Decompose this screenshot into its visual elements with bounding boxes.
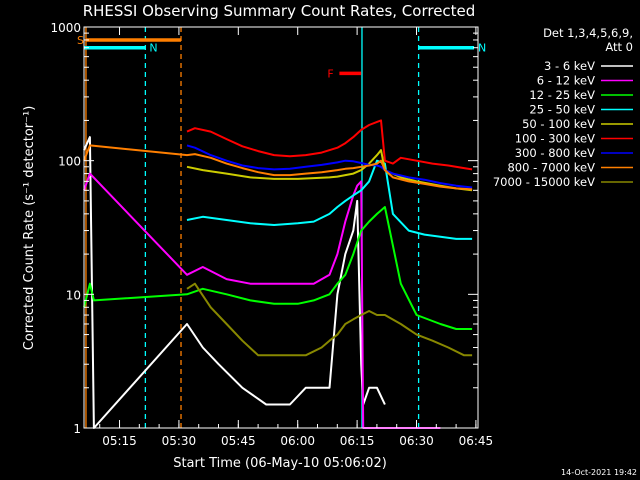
legend-header-line-1: Det 1,3,4,5,6,9,: [543, 26, 633, 40]
y-tick-label-3: 100: [58, 155, 81, 169]
x-tick-label-1: 05:15: [102, 434, 137, 448]
plot-frame: [83, 26, 479, 429]
series-line-5: [186, 149, 473, 192]
flag-label-4: F: [327, 67, 333, 80]
series-line-6: [186, 119, 473, 171]
chart-title: RHESSI Observing Summary Count Rates, Co…: [83, 2, 476, 20]
series-line-9: [186, 282, 473, 357]
legend-header-line-2: Att 0: [605, 40, 633, 54]
y-tick-label-1: 1: [73, 422, 81, 436]
series-line-3: [83, 206, 473, 330]
legend-label-3: 12 - 25 keV: [529, 88, 595, 102]
y-axis-label: Corrected Count Rate (s⁻¹ detector⁻¹): [22, 106, 37, 351]
series-line-2: [83, 172, 441, 429]
legend-label-6: 100 - 300 keV: [515, 132, 595, 146]
y-tick-label-2: 10: [66, 288, 81, 302]
legend-label-4: 25 - 50 keV: [529, 103, 595, 117]
x-tick-label-7: 06:45: [459, 434, 494, 448]
legend-label-9: 7000 - 15000 keV: [493, 175, 595, 189]
flag-label-1: S: [77, 34, 84, 47]
series-line-4: [186, 159, 473, 240]
y-tick-label-4: 1000: [50, 21, 81, 35]
legend-label-8: 800 - 7000 keV: [507, 161, 595, 175]
x-axis: 05:15 05:30 05:45 06:00 06:15 06:30 06:45: [99, 27, 494, 448]
x-axis-label: Start Time (06-May-10 05:06:02): [173, 456, 387, 471]
x-tick-label-4: 06:00: [280, 434, 315, 448]
timestamp: 14-Oct-2021 19:42: [561, 468, 637, 477]
legend-label-7: 300 - 800 keV: [515, 146, 595, 160]
legend-label-5: 50 - 100 keV: [522, 117, 595, 131]
series-line-7: [186, 144, 473, 189]
plot-area: S N N F: [77, 27, 486, 429]
legend-label-2: 6 - 12 keV: [537, 74, 595, 88]
legend-label-1: 3 - 6 keV: [544, 59, 595, 73]
x-tick-label-3: 05:45: [221, 434, 256, 448]
x-tick-label-5: 06:15: [340, 434, 375, 448]
series-line-8: [83, 144, 473, 191]
x-tick-label-2: 05:30: [162, 434, 197, 448]
x-tick-label-6: 06:30: [399, 434, 434, 448]
flag-label-2: N: [149, 42, 157, 55]
flag-label-3: N: [478, 42, 486, 55]
y-axis: 1 10 100 1000: [50, 21, 478, 436]
